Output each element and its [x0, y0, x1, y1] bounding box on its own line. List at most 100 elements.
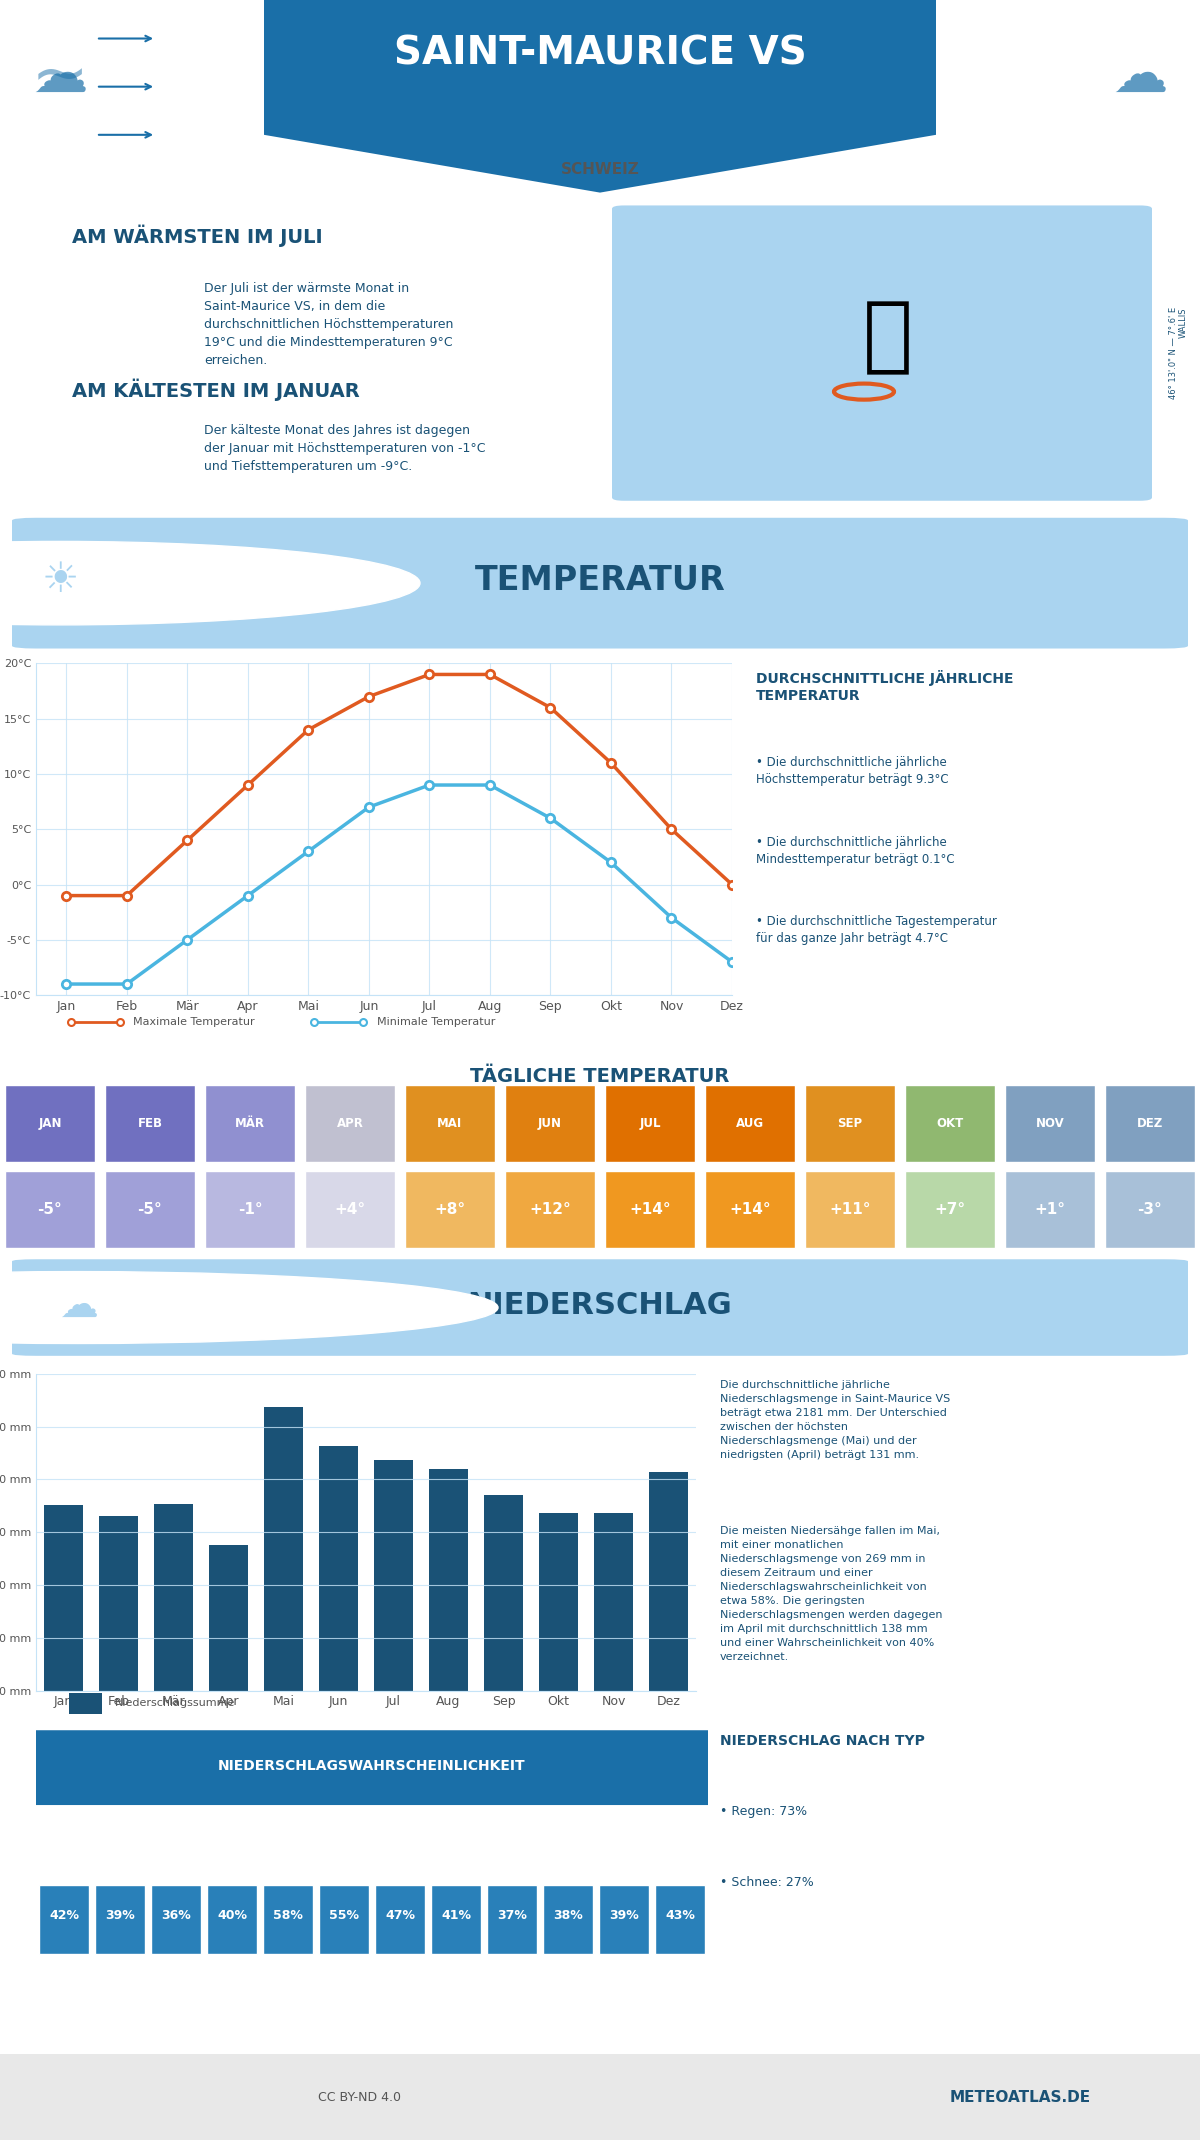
- Text: Maximale Temperatur: Maximale Temperatur: [133, 1016, 256, 1027]
- Text: DEZ: DEZ: [1136, 1117, 1163, 1130]
- FancyBboxPatch shape: [12, 518, 1188, 648]
- Bar: [430, 1468, 468, 1691]
- Text: AUG: AUG: [445, 1834, 467, 1845]
- Polygon shape: [205, 1085, 295, 1162]
- Maximale Temperatur: [725, 871, 739, 897]
- Text: 💧: 💧: [229, 1877, 235, 1885]
- Text: 37%: 37%: [497, 1909, 527, 1922]
- FancyBboxPatch shape: [0, 2054, 1200, 2140]
- Polygon shape: [487, 1885, 538, 1954]
- Polygon shape: [305, 1171, 395, 1248]
- Text: 💧: 💧: [509, 1877, 515, 1885]
- Text: ☁: ☁: [32, 49, 88, 105]
- Text: 36%: 36%: [161, 1909, 191, 1922]
- Text: 40%: 40%: [217, 1909, 247, 1922]
- Minimale Temperatur: [604, 850, 618, 875]
- Polygon shape: [106, 1085, 194, 1162]
- Text: -1°: -1°: [238, 1201, 263, 1218]
- Polygon shape: [605, 1171, 695, 1248]
- Text: 💧: 💧: [173, 1877, 179, 1885]
- Text: +1°: +1°: [1034, 1201, 1066, 1218]
- Text: Der kälteste Monat des Jahres ist dagegen
der Januar mit Höchsttemperaturen von : Der kälteste Monat des Jahres ist dagege…: [204, 424, 486, 473]
- Text: Minimale Temperatur: Minimale Temperatur: [377, 1016, 496, 1027]
- Polygon shape: [1006, 1171, 1096, 1248]
- Maximale Temperatur: [422, 661, 437, 687]
- Polygon shape: [374, 1885, 425, 1954]
- Minimale Temperatur: [241, 882, 256, 907]
- Text: ~: ~: [31, 43, 89, 111]
- Text: APR: APR: [222, 1834, 241, 1845]
- Text: +12°: +12°: [529, 1201, 571, 1218]
- Text: 💧: 💧: [61, 1877, 67, 1885]
- Text: +14°: +14°: [629, 1201, 671, 1218]
- Text: TEMPERATUR: TEMPERATUR: [475, 563, 725, 597]
- Bar: [155, 1504, 193, 1691]
- Maximale Temperatur: [544, 696, 558, 721]
- Polygon shape: [206, 1885, 257, 1954]
- Polygon shape: [655, 1885, 706, 1954]
- Text: APR: APR: [336, 1117, 364, 1130]
- Maximale Temperatur: [180, 828, 194, 854]
- Polygon shape: [406, 1171, 496, 1248]
- Text: JUN: JUN: [335, 1834, 353, 1845]
- Polygon shape: [5, 1171, 95, 1248]
- Text: • Die durchschnittliche Tagestemperatur
für das ganze Jahr beträgt 4.7°C: • Die durchschnittliche Tagestemperatur …: [756, 916, 997, 946]
- Text: 38%: 38%: [553, 1909, 583, 1922]
- Text: FEB: FEB: [138, 1117, 162, 1130]
- Text: METEOATLAS.DE: METEOATLAS.DE: [949, 2089, 1091, 2106]
- Text: MAI: MAI: [437, 1117, 463, 1130]
- Bar: [594, 1513, 632, 1691]
- Text: • Schnee: 27%: • Schnee: 27%: [720, 1875, 814, 1890]
- Text: 💧: 💧: [620, 1877, 628, 1885]
- Polygon shape: [706, 1171, 796, 1248]
- Text: DEZ: DEZ: [670, 1834, 690, 1845]
- Polygon shape: [599, 1885, 649, 1954]
- Text: NOV: NOV: [1036, 1117, 1064, 1130]
- Bar: [539, 1513, 577, 1691]
- Polygon shape: [205, 1171, 295, 1248]
- Text: Niederschlagssumme: Niederschlagssumme: [115, 1699, 235, 1708]
- Text: SEP: SEP: [503, 1834, 521, 1845]
- Polygon shape: [605, 1085, 695, 1162]
- Polygon shape: [305, 1085, 395, 1162]
- Text: JUL: JUL: [640, 1117, 661, 1130]
- Text: 🌍: 🌍: [863, 297, 913, 377]
- Polygon shape: [431, 1885, 481, 1954]
- Polygon shape: [319, 1885, 370, 1954]
- Polygon shape: [1006, 1085, 1096, 1162]
- Text: 55%: 55%: [329, 1909, 359, 1922]
- Text: NIEDERSCHLAG: NIEDERSCHLAG: [468, 1290, 732, 1320]
- Maximale Temperatur: [301, 717, 316, 743]
- Text: OKT: OKT: [558, 1834, 577, 1845]
- Text: OKT: OKT: [936, 1117, 964, 1130]
- Polygon shape: [1105, 1085, 1195, 1162]
- Minimale Temperatur: [665, 905, 679, 931]
- Text: SCHWEIZ: SCHWEIZ: [560, 163, 640, 178]
- Text: DURCHSCHNITTLICHE JÄHRLICHE
TEMPERATUR: DURCHSCHNITTLICHE JÄHRLICHE TEMPERATUR: [756, 670, 1014, 704]
- Polygon shape: [706, 1085, 796, 1162]
- Polygon shape: [1105, 1171, 1195, 1248]
- Minimale Temperatur: [544, 805, 558, 830]
- Text: NOV: NOV: [613, 1834, 635, 1845]
- Text: Die durchschnittliche jährliche
Niederschlagsmenge in Saint-Maurice VS
beträgt e: Die durchschnittliche jährliche Niedersc…: [720, 1380, 950, 1459]
- Maximale Temperatur: [665, 815, 679, 841]
- FancyBboxPatch shape: [29, 1731, 715, 1804]
- Polygon shape: [406, 1085, 496, 1162]
- Text: 💧: 💧: [397, 1877, 403, 1885]
- Text: JUL: JUL: [392, 1834, 408, 1845]
- Text: 39%: 39%: [106, 1909, 134, 1922]
- Text: +4°: +4°: [335, 1201, 366, 1218]
- Polygon shape: [905, 1171, 995, 1248]
- Bar: [319, 1447, 358, 1691]
- Polygon shape: [542, 1885, 593, 1954]
- FancyBboxPatch shape: [12, 1258, 1188, 1357]
- Text: SAINT-MAURICE VS: SAINT-MAURICE VS: [394, 34, 806, 73]
- Text: +11°: +11°: [829, 1201, 871, 1218]
- Text: AM WÄRMSTEN IM JULI: AM WÄRMSTEN IM JULI: [72, 225, 323, 246]
- Polygon shape: [106, 1171, 194, 1248]
- Minimale Temperatur: [59, 972, 73, 997]
- Minimale Temperatur: [725, 950, 739, 976]
- Text: Der Juli ist der wärmste Monat in
Saint-Maurice VS, in dem die
durchschnittliche: Der Juli ist der wärmste Monat in Saint-…: [204, 282, 454, 368]
- Bar: [44, 1504, 83, 1691]
- Maximale Temperatur: [120, 882, 134, 907]
